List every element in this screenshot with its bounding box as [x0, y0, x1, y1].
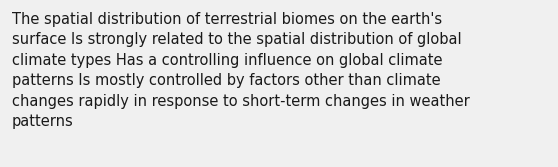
Text: The spatial distribution of terrestrial biomes on the earth's
surface Is strongl: The spatial distribution of terrestrial …	[12, 12, 470, 129]
